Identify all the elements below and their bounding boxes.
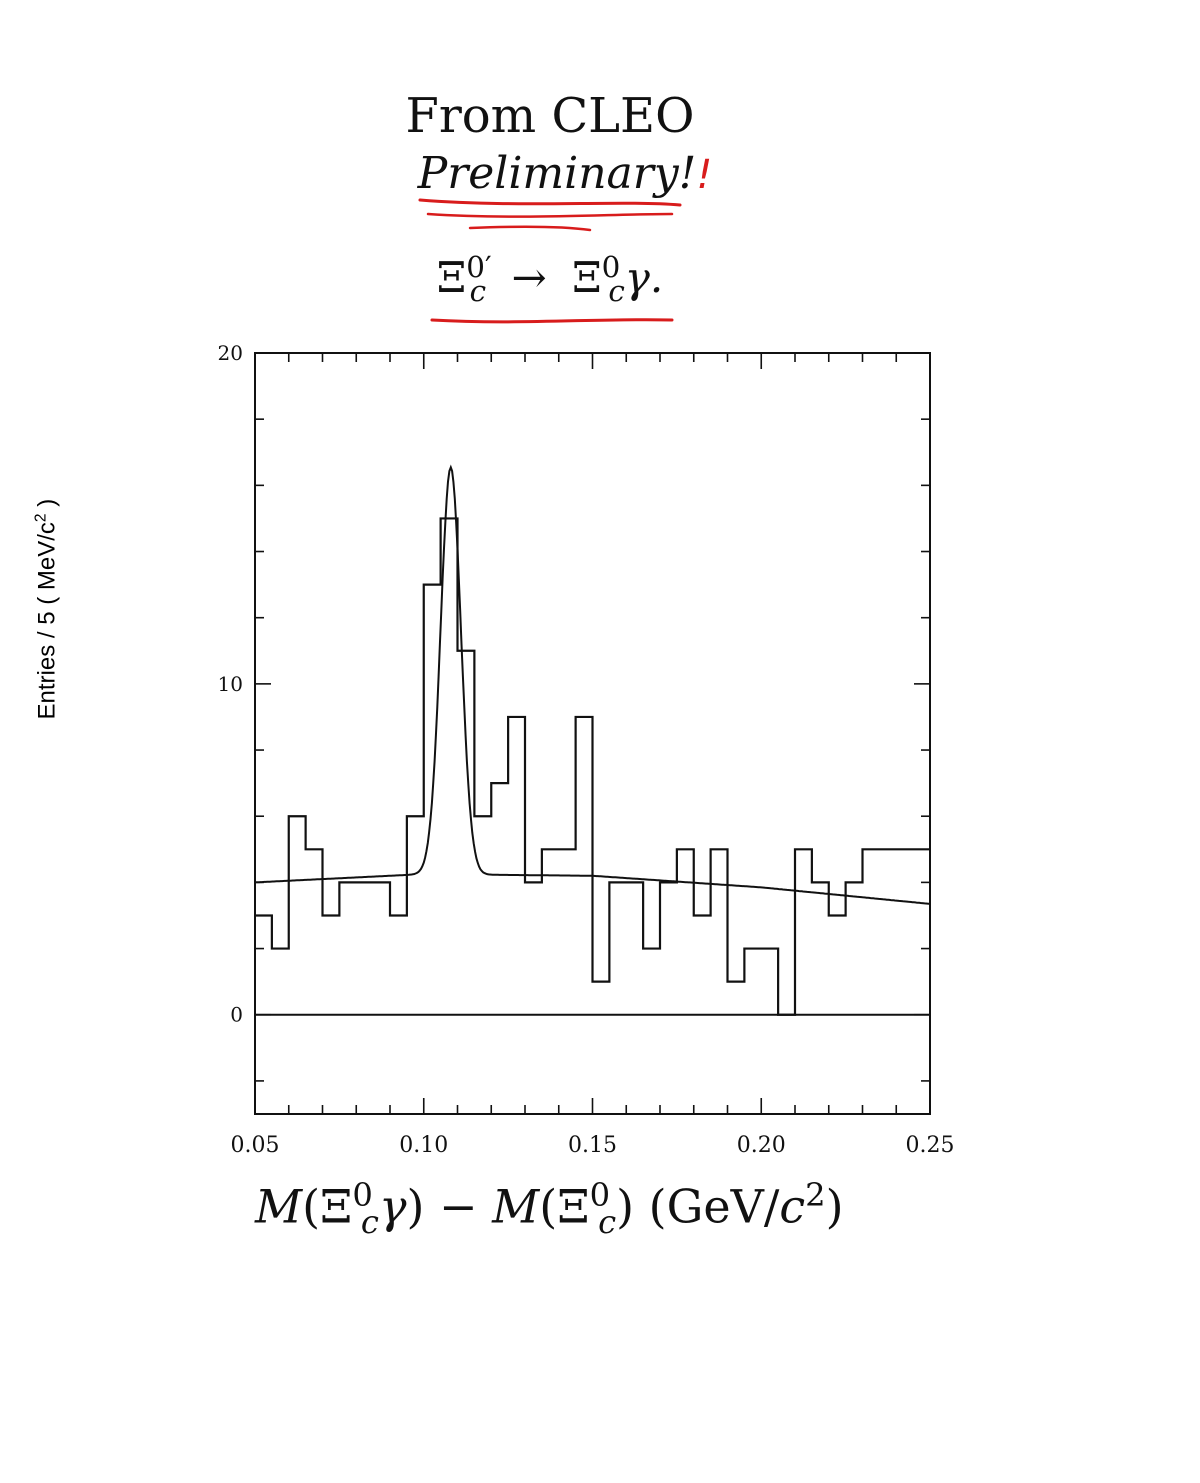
formula-rhs: Ξ0cγ. bbox=[572, 250, 664, 309]
x-tick-label: 0.05 bbox=[231, 1133, 280, 1158]
histogram-bin bbox=[846, 882, 863, 1014]
y-tick-label: 20 bbox=[218, 341, 243, 365]
histogram-bin bbox=[812, 882, 829, 1014]
axis-ticks bbox=[254, 352, 931, 1114]
histogram-bin bbox=[407, 816, 424, 1015]
x-tick-label: 0.15 bbox=[568, 1133, 617, 1158]
histogram-bin bbox=[323, 915, 340, 1014]
histogram-bin bbox=[593, 982, 610, 1015]
histogram-bin bbox=[677, 849, 694, 1014]
formula-arrow: → bbox=[511, 253, 547, 302]
x-tick-label: 0.20 bbox=[737, 1133, 786, 1158]
histogram-bin bbox=[542, 849, 559, 1014]
underline-formula bbox=[430, 318, 674, 324]
underline-preliminary-2 bbox=[426, 212, 674, 218]
histogram-bin bbox=[255, 915, 272, 1014]
histogram-bin bbox=[559, 849, 576, 1014]
y-tick-label: 0 bbox=[230, 1003, 243, 1027]
x-axis-label: M(Ξ0cγ) − M(Ξ0c) (GeV/c2) bbox=[255, 1176, 844, 1241]
fit-curve bbox=[254, 464, 931, 905]
histogram-bin bbox=[626, 882, 643, 1014]
histogram-bin bbox=[728, 982, 745, 1015]
histogram-bin bbox=[508, 717, 525, 1015]
histogram-bin bbox=[441, 518, 458, 1014]
histogram-bin bbox=[272, 949, 289, 1015]
histogram-bin bbox=[356, 882, 373, 1014]
preliminary-text: Preliminary! bbox=[417, 148, 697, 199]
handwritten-exclamation: ! bbox=[696, 152, 713, 198]
tick-labels: 0.05 0.10 0.15 0.20 0.25 0 10 20 bbox=[218, 341, 955, 1158]
fit-line bbox=[254, 464, 931, 905]
y-axis-label: Entries / 5 ( MeV/c2 ) bbox=[32, 498, 61, 720]
histogram-bin bbox=[491, 783, 508, 1015]
header-from-cleo: From CLEO bbox=[405, 88, 695, 144]
histogram bbox=[255, 517, 930, 1016]
x-tick-label: 0.10 bbox=[399, 1133, 448, 1158]
histogram-bin bbox=[339, 882, 356, 1014]
histogram-bin bbox=[576, 717, 593, 1015]
histogram-bin bbox=[525, 882, 542, 1014]
histogram-bin bbox=[795, 849, 812, 1014]
y-tick-label: 10 bbox=[218, 672, 243, 696]
histogram-bin bbox=[863, 849, 880, 1014]
underline-preliminary-1 bbox=[418, 198, 682, 207]
histogram-bin bbox=[390, 915, 407, 1014]
histogram-bin bbox=[913, 849, 930, 1014]
histogram-bin bbox=[896, 849, 913, 1014]
histogram-bin bbox=[474, 816, 491, 1015]
formula-lhs: Ξ0′c bbox=[436, 250, 492, 309]
header-preliminary: Preliminary!! bbox=[0, 148, 1130, 199]
histogram-bin bbox=[711, 849, 728, 1014]
histogram-bin bbox=[660, 882, 677, 1014]
histogram-bin bbox=[694, 915, 711, 1014]
histogram-bin bbox=[879, 849, 896, 1014]
decay-formula: Ξ0′c → Ξ0cγ. bbox=[0, 250, 1100, 308]
x-tick-label: 0.25 bbox=[906, 1133, 955, 1158]
histogram-bin bbox=[373, 882, 390, 1014]
histogram-bin bbox=[306, 849, 323, 1014]
histogram-steps bbox=[255, 517, 930, 1016]
histogram-bin bbox=[744, 949, 761, 1015]
histogram-bin bbox=[761, 949, 778, 1015]
histogram-bin bbox=[289, 816, 306, 1015]
red-underline-marks bbox=[418, 198, 682, 324]
histogram-bin bbox=[643, 949, 660, 1015]
histogram-bin bbox=[829, 915, 846, 1014]
histogram-bin bbox=[609, 882, 626, 1014]
underline-preliminary-3 bbox=[468, 225, 592, 232]
